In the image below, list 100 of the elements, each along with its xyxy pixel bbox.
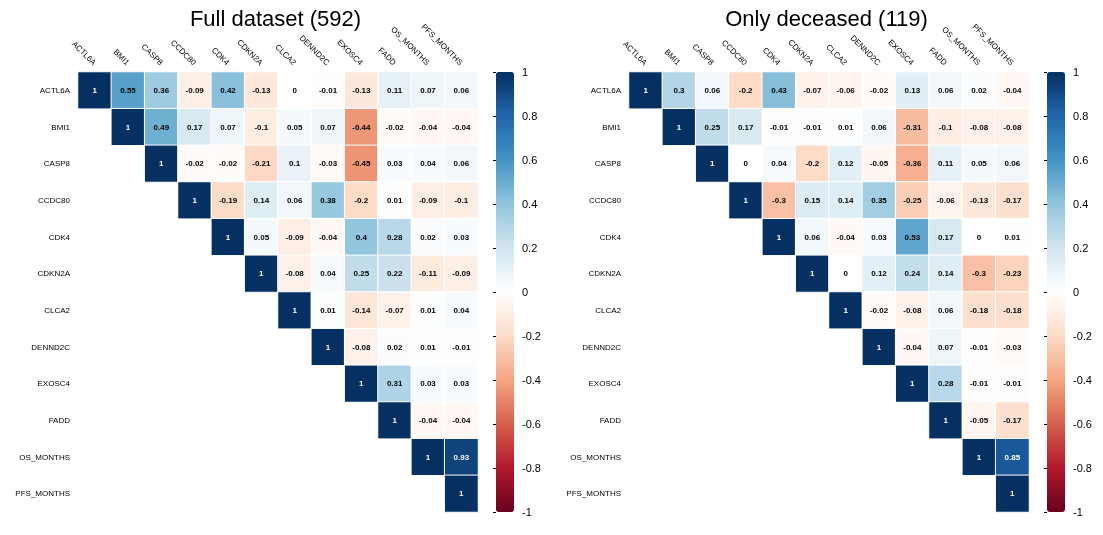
- data-label: 0: [843, 269, 849, 279]
- data-label: 0.07: [937, 342, 954, 352]
- color-bar-label: -0.2: [1073, 330, 1092, 342]
- data-label: -0.45: [352, 159, 371, 169]
- data-label: 0.06: [1004, 159, 1021, 169]
- data-label: -0.19: [218, 195, 238, 205]
- data-label: 0.07: [420, 85, 437, 95]
- data-label: -0.3: [972, 269, 987, 279]
- data-label: -0.08: [352, 342, 371, 352]
- data-label: 0.55: [120, 85, 137, 95]
- y-tick-label: CCDC80: [588, 195, 622, 205]
- data-label: -0.18: [1003, 305, 1022, 315]
- data-label: 0.03: [453, 379, 470, 389]
- color-bar-label: 0.8: [522, 110, 538, 122]
- data-label: -0.44: [352, 122, 371, 132]
- data-label: 0: [743, 159, 749, 169]
- y-tick-label: BMI1: [602, 122, 622, 132]
- data-label: 0.12: [871, 269, 888, 279]
- data-label: -0.01: [769, 122, 789, 132]
- data-label: -0.03: [1003, 342, 1022, 352]
- data-label: 0.06: [286, 195, 303, 205]
- color-bar-label: -0.4: [1073, 374, 1092, 386]
- data-label: 0.1: [289, 159, 301, 169]
- data-label: 0.02: [971, 85, 988, 95]
- y-tick-label: CDK4: [599, 232, 622, 242]
- data-label: 1: [192, 195, 198, 205]
- data-label: 0.02: [386, 342, 403, 352]
- data-label: -0.06: [936, 195, 956, 205]
- data-label: -0.04: [903, 342, 922, 352]
- data-label: -0.09: [185, 85, 205, 95]
- data-label: -0.09: [452, 269, 471, 279]
- data-label: -0.09: [285, 232, 305, 242]
- data-label: 0.31: [386, 379, 403, 389]
- data-label: 0.35: [871, 195, 888, 205]
- y-tick-label: OS_MONTHS: [19, 452, 70, 462]
- data-label: 1: [743, 195, 749, 205]
- data-label: 0.38: [320, 195, 337, 205]
- y-tick-label: BMI1: [51, 122, 71, 132]
- data-label: -0.2: [805, 159, 820, 169]
- data-label: 1: [976, 452, 982, 462]
- data-label: -0.1: [454, 195, 469, 205]
- data-label: -0.01: [969, 342, 989, 352]
- data-label: 0.14: [253, 195, 270, 205]
- color-bar-label: -0.6: [522, 418, 541, 430]
- data-label: -0.09: [418, 195, 438, 205]
- data-label: 1: [459, 489, 465, 499]
- data-label: 0.25: [353, 269, 370, 279]
- data-label: 1: [910, 379, 916, 389]
- chart-title: Only deceased (119): [725, 5, 928, 31]
- data-label: -0.06: [836, 85, 856, 95]
- data-label: -0.02: [869, 85, 889, 95]
- color-bar-label: -0.2: [522, 330, 541, 342]
- y-tick-label: OS_MONTHS: [570, 452, 621, 462]
- data-label: 0.06: [937, 305, 954, 315]
- data-label: 1: [425, 452, 431, 462]
- data-label: 0.03: [420, 379, 437, 389]
- y-tick-label: FADD: [599, 415, 622, 425]
- y-tick-label: EXOSC4: [588, 379, 622, 389]
- data-label: 0: [976, 232, 982, 242]
- y-tick-label: CDKN2A: [588, 269, 622, 279]
- data-label: 0.01: [320, 305, 337, 315]
- data-label: -0.07: [385, 305, 405, 315]
- data-label: -0.05: [869, 159, 889, 169]
- color-bar-label: 0: [522, 286, 529, 298]
- data-label: 0.07: [320, 122, 337, 132]
- data-label: -0.13: [252, 85, 271, 95]
- data-label: -0.3: [772, 195, 787, 205]
- color-bar-label: 0.6: [522, 154, 538, 166]
- data-label: -0.08: [1003, 122, 1022, 132]
- data-label: 0.15: [804, 195, 821, 205]
- data-label: 1: [876, 342, 882, 352]
- data-label: -0.14: [352, 305, 371, 315]
- data-label: 0.04: [771, 159, 788, 169]
- y-tick-label: DENND2C: [582, 342, 622, 352]
- data-label: 0.36: [153, 85, 170, 95]
- data-label: 0.17: [186, 122, 203, 132]
- data-label: -0.04: [418, 122, 438, 132]
- data-label: -0.04: [452, 122, 471, 132]
- data-label: 0.01: [420, 342, 437, 352]
- data-label: 0.43: [771, 85, 788, 95]
- data-label: 0.13: [904, 85, 921, 95]
- color-bar-label: 0.4: [1073, 198, 1089, 210]
- data-label: 0.01: [386, 195, 403, 205]
- data-label: -0.31: [903, 122, 922, 132]
- data-label: 0.03: [386, 159, 403, 169]
- data-label: 0.17: [737, 122, 754, 132]
- data-label: -0.23: [1003, 269, 1022, 279]
- data-label: -0.04: [1003, 85, 1022, 95]
- y-tick-label: ACTL6A: [39, 85, 71, 95]
- data-label: -0.01: [318, 85, 338, 95]
- data-label: -0.17: [1003, 415, 1022, 425]
- data-label: -0.01: [452, 342, 471, 352]
- data-label: 1: [1010, 489, 1016, 499]
- data-label: 0.04: [420, 159, 437, 169]
- data-label: 0.24: [904, 269, 921, 279]
- data-label: -0.04: [418, 415, 438, 425]
- data-label: -0.2: [354, 195, 369, 205]
- data-label: 1: [943, 415, 949, 425]
- color-bar-label: -0.8: [1073, 462, 1092, 474]
- data-label: -0.08: [969, 122, 989, 132]
